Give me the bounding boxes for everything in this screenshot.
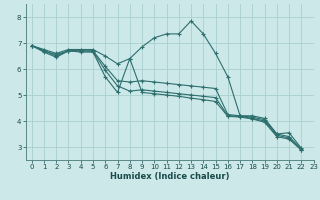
X-axis label: Humidex (Indice chaleur): Humidex (Indice chaleur)	[110, 172, 229, 181]
